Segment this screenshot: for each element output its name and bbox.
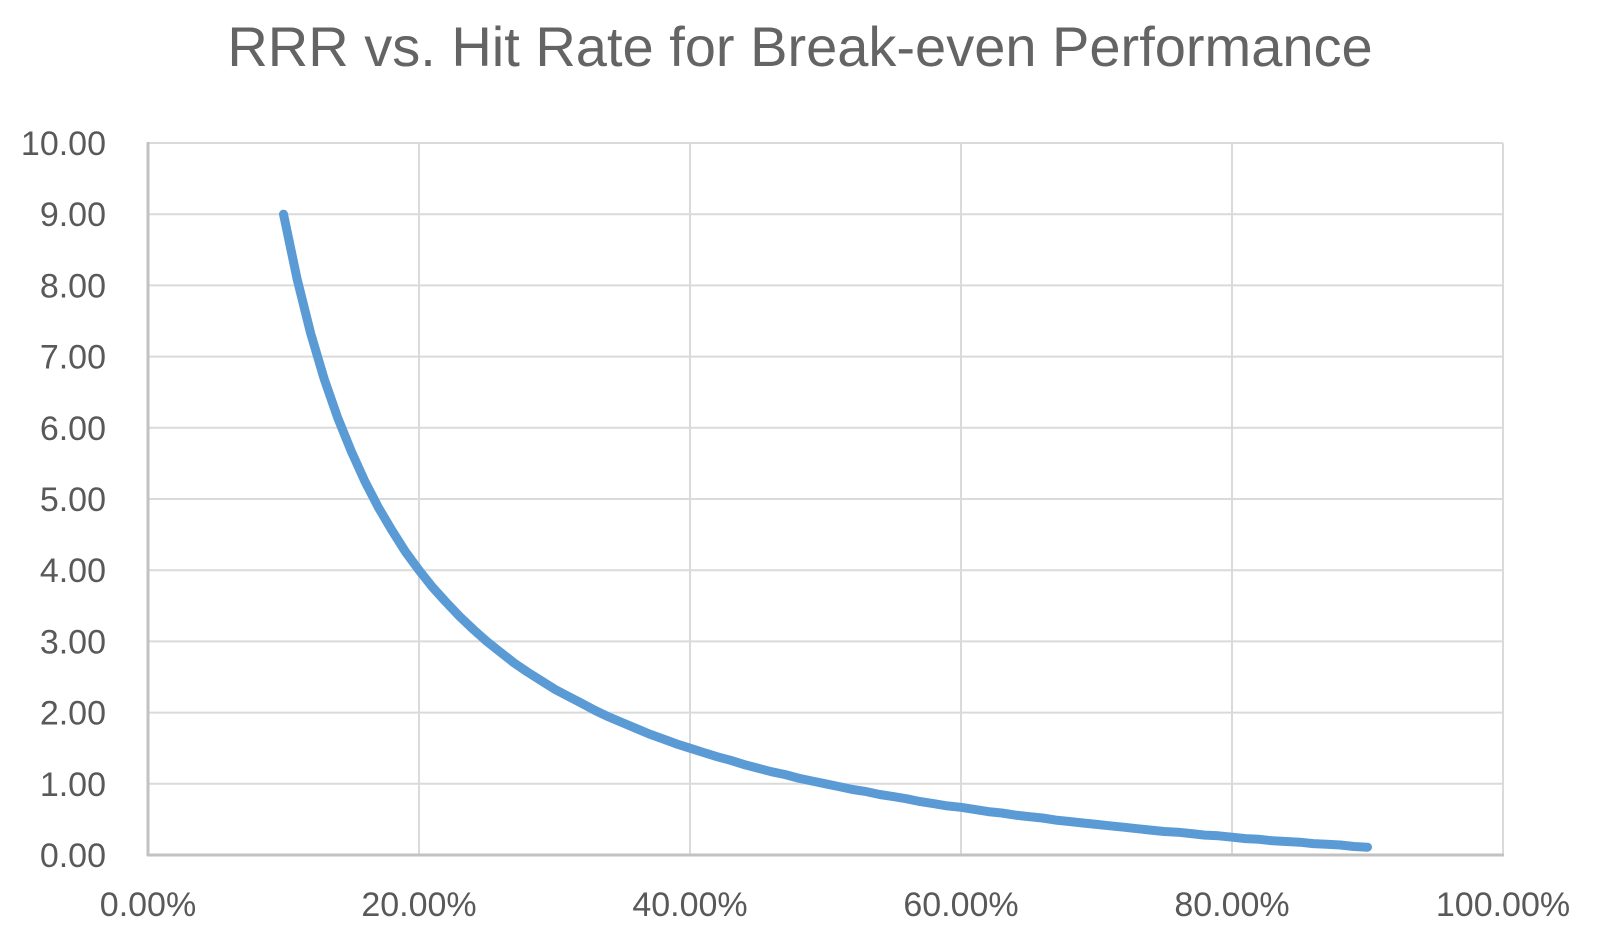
x-tick-label: 80.00%: [1174, 886, 1289, 924]
x-tick-label: 20.00%: [361, 886, 476, 924]
y-tick-label: 0.00: [40, 837, 106, 875]
y-tick-label: 5.00: [40, 481, 106, 519]
y-tick-label: 2.00: [40, 695, 106, 733]
x-tick-label: 60.00%: [903, 886, 1018, 924]
y-tick-label: 9.00: [40, 196, 106, 234]
y-tick-label: 3.00: [40, 623, 106, 661]
x-tick-label: 100.00%: [1436, 886, 1570, 924]
y-tick-label: 10.00: [21, 125, 106, 163]
y-tick-label: 7.00: [40, 339, 106, 377]
x-tick-label: 40.00%: [632, 886, 747, 924]
y-tick-label: 8.00: [40, 267, 106, 305]
y-tick-label: 6.00: [40, 410, 106, 448]
y-tick-label: 1.00: [40, 766, 106, 804]
chart-title: RRR vs. Hit Rate for Break-even Performa…: [227, 15, 1373, 78]
y-tick-label: 4.00: [40, 552, 106, 590]
x-tick-label: 0.00%: [100, 886, 196, 924]
series-line: [279, 209, 1372, 852]
